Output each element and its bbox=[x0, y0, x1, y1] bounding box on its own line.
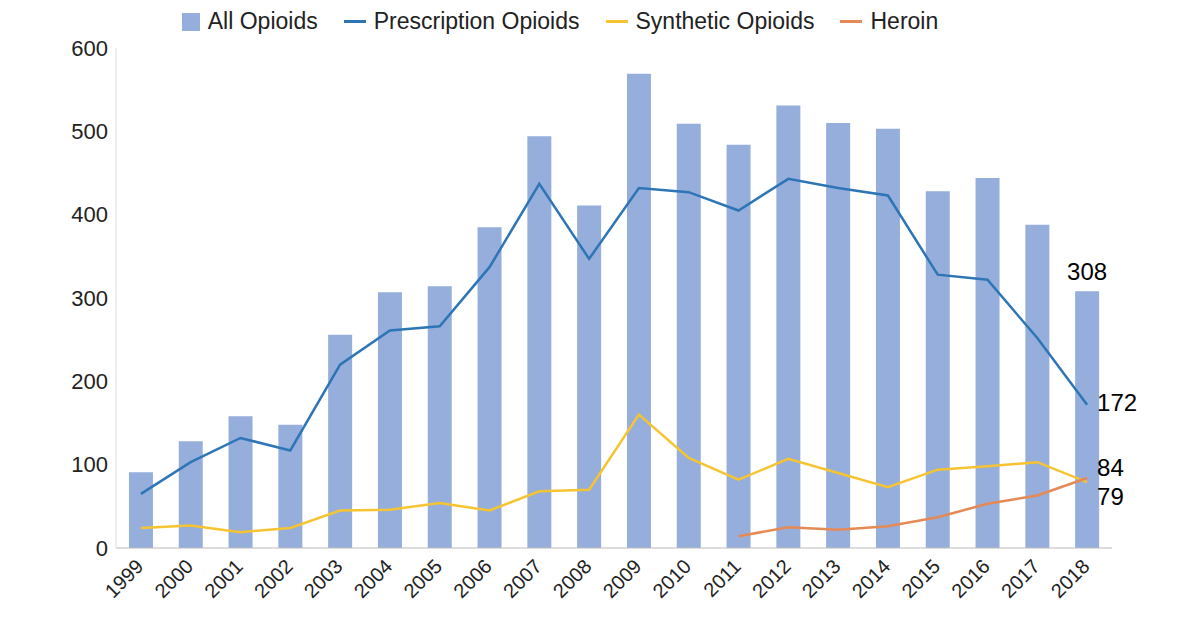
svg-text:2001: 2001 bbox=[200, 555, 247, 602]
svg-text:2005: 2005 bbox=[399, 555, 446, 602]
svg-text:2004: 2004 bbox=[349, 555, 396, 602]
svg-text:2007: 2007 bbox=[499, 555, 546, 602]
svg-text:2002: 2002 bbox=[250, 555, 297, 602]
svg-text:1999: 1999 bbox=[100, 555, 147, 602]
svg-text:2006: 2006 bbox=[449, 555, 496, 602]
svg-text:100: 100 bbox=[71, 452, 108, 477]
svg-text:500: 500 bbox=[71, 119, 108, 144]
svg-text:2012: 2012 bbox=[748, 555, 795, 602]
svg-text:2009: 2009 bbox=[598, 555, 645, 602]
svg-text:2016: 2016 bbox=[947, 555, 994, 602]
svg-text:0: 0 bbox=[96, 536, 108, 561]
svg-text:2013: 2013 bbox=[798, 555, 845, 602]
html-text:Synthetic Opioids: Synthetic Opioids bbox=[635, 8, 815, 34]
svg-text:2015: 2015 bbox=[897, 555, 944, 602]
svg-text:2003: 2003 bbox=[300, 555, 347, 602]
svg-text:79: 79 bbox=[1097, 483, 1124, 510]
html-text:Heroin: Heroin bbox=[870, 8, 939, 34]
svg-text:308: 308 bbox=[1067, 258, 1107, 285]
svg-text:2008: 2008 bbox=[549, 555, 596, 602]
svg-text:172: 172 bbox=[1097, 389, 1137, 416]
svg-text:2018: 2018 bbox=[1047, 555, 1094, 602]
svg-text:400: 400 bbox=[71, 202, 108, 227]
svg-text:2010: 2010 bbox=[648, 555, 695, 602]
svg-text:2017: 2017 bbox=[997, 555, 1044, 602]
svg-text:300: 300 bbox=[71, 286, 108, 311]
html-text:All Opioids: All Opioids bbox=[207, 8, 318, 34]
svg-text:200: 200 bbox=[71, 369, 108, 394]
html-text:Prescription Opioids: Prescription Opioids bbox=[373, 8, 580, 34]
svg-text:2000: 2000 bbox=[150, 555, 197, 602]
svg-text:2014: 2014 bbox=[847, 555, 894, 602]
svg-text:2011: 2011 bbox=[699, 555, 745, 601]
svg-text:84: 84 bbox=[1097, 454, 1124, 481]
svg-text:600: 600 bbox=[71, 36, 108, 61]
